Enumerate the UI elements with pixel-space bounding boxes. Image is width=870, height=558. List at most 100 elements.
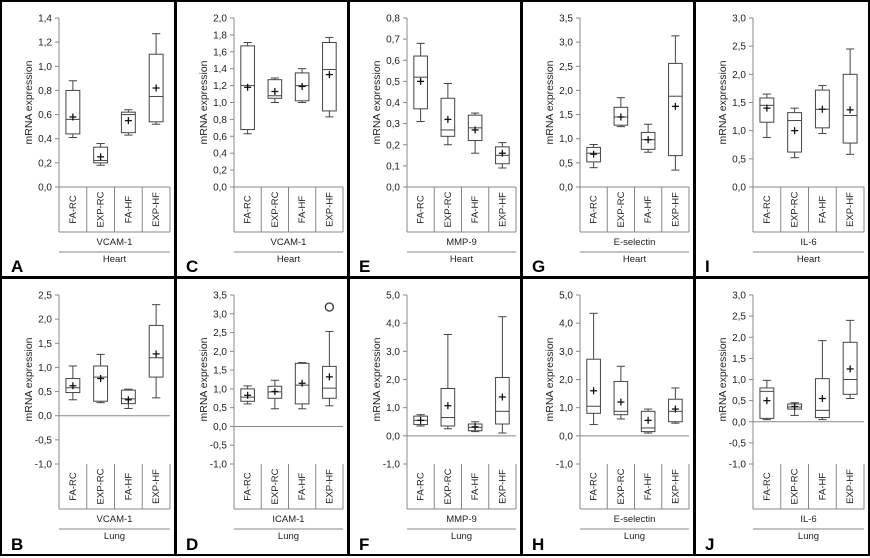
box-exp-rc (613, 365, 629, 420)
y-tick-label: 3,5 (559, 14, 573, 25)
y-tick-label: 0,6 (213, 132, 227, 143)
y-tick-label: 5,0 (386, 291, 400, 302)
category-label: FA-RC (243, 472, 254, 501)
y-tick-label: -1,0 (383, 460, 401, 471)
y-tick-label: 0,0 (213, 183, 227, 194)
panel-letter: E (359, 257, 370, 276)
y-tick-label: 1,5 (732, 354, 746, 365)
y-tick-label: 0,2 (213, 166, 227, 177)
chart-svg-d: -1,0 -0,5 0,0 0,5 1,0 1,5 2,0 2,5 3,0 3,5 mRNA exp… (186, 291, 344, 554)
y-tick-label: 3,0 (559, 38, 573, 49)
tissue-label: Lung (104, 531, 125, 542)
gene-label: E-selectin (614, 237, 656, 248)
y-tick-label: 0,3 (386, 119, 400, 130)
gene-label: ICAM-1 (272, 514, 304, 525)
y-tick-label: 0,2 (38, 158, 52, 169)
box-fa-rc (759, 379, 775, 421)
y-axis-title: mRNA expression (23, 337, 35, 421)
iqr-box (65, 89, 81, 135)
box-fa-rc (240, 385, 255, 405)
chart-panel-c: 0,0 0,2 0,4 0,6 0,8 1,0 1,2 1,4 1,6 1,8 2,0 mRNA ex… (175, 0, 349, 278)
y-tick-label: 2,5 (559, 62, 573, 73)
category-label: EXP-HF (324, 469, 335, 504)
y-tick-label: 1,2 (213, 81, 227, 92)
y-tick-label: 0,8 (38, 86, 52, 97)
y-tick-label: 1,2 (38, 38, 52, 49)
tissue-label: Lung (451, 531, 472, 542)
y-tick-label: 2,0 (386, 375, 400, 386)
y-tick-label: -0,5 (210, 441, 228, 452)
iqr-box (93, 365, 109, 402)
category-label: EXP-HF (845, 192, 856, 227)
panel-letter: F (359, 535, 369, 554)
chart-panel-g: 0,0 0,5 1,0 1,5 2,0 2,5 3,0 3,5 mRNA expression F… (521, 0, 695, 278)
box-fa-hf (640, 408, 656, 434)
gene-label: E-selectin (614, 514, 656, 525)
panel-letter: A (11, 257, 23, 276)
box-exp-rc (93, 353, 109, 404)
y-tick-label: 1,4 (213, 64, 227, 75)
panel-letter: B (11, 535, 23, 554)
box-fa-rc (413, 42, 428, 123)
category-label: EXP-RC (96, 191, 107, 227)
chart-panel-d: -1,0 -0,5 0,0 0,5 1,0 1,5 2,0 2,5 3,0 3,5 mRNA exp… (175, 277, 349, 556)
box-fa-hf (467, 421, 483, 433)
y-tick-label: 0,6 (386, 56, 400, 67)
category-label: EXP-HF (670, 192, 681, 227)
chart-svg-e: 0,0 0,1 0,2 0,3 0,4 0,5 0,6 0,7 0,8 mRNA expressi… (359, 14, 517, 276)
chart-svg-f: -1,0 0,0 1,0 2,0 3,0 4,0 5,0 mRNA expression FA-… (359, 291, 517, 554)
y-tick-label: 1,0 (732, 375, 746, 386)
y-tick-label: 2,0 (213, 14, 227, 25)
y-axis-title: mRNA expression (717, 337, 729, 421)
y-tick-label: 5,0 (559, 291, 573, 302)
category-label: EXP-RC (790, 468, 801, 504)
category-label: EXP-RC (616, 468, 627, 504)
y-tick-label: -1,0 (35, 460, 53, 471)
category-label: EXP-HF (670, 469, 681, 504)
category-label: EXP-HF (845, 469, 856, 504)
box-fa-rc (65, 365, 81, 401)
y-axis-title: mRNA expression (717, 60, 729, 144)
chart-panel-h: -1,0 0,0 1,0 2,0 3,0 4,0 5,0 mRNA expression FA-… (521, 277, 695, 556)
box-exp-rc (613, 97, 629, 128)
y-tick-label: 0,0 (38, 411, 52, 422)
chart-svg-a: 0,0 0,2 0,4 0,6 0,8 1,0 1,2 1,4 mRNA expression F… (11, 14, 171, 276)
tissue-label: Lung (798, 531, 819, 542)
panel-letter: D (186, 535, 198, 554)
category-label: FA-RC (68, 195, 79, 224)
category-label: FA-HF (470, 473, 481, 501)
category-label: FA-HF (470, 196, 481, 224)
y-axis-title: mRNA expression (544, 60, 556, 144)
y-tick-label: 3,5 (213, 291, 227, 302)
box-exp-rc (267, 77, 283, 103)
box-fa-hf (120, 109, 136, 136)
y-tick-label: 0,0 (38, 183, 52, 194)
box-exp-hf (322, 302, 337, 407)
gene-label: MMP-9 (446, 237, 477, 248)
box-exp-rc (787, 402, 803, 416)
tissue-label: Heart (450, 254, 474, 265)
category-label: FA-HF (643, 473, 654, 501)
y-tick-label: 1,5 (38, 339, 52, 350)
box-fa-hf (814, 85, 830, 134)
category-label: EXP-HF (324, 192, 335, 227)
panel-letter: G (532, 257, 545, 276)
box-fa-rc (759, 93, 775, 138)
y-tick-label: 1,0 (213, 98, 227, 109)
category-label: FA-RC (589, 472, 600, 501)
box-fa-rc (65, 80, 81, 139)
y-axis-title: mRNA expression (198, 337, 210, 421)
y-tick-label: 0,8 (386, 14, 400, 25)
category-label: FA-HF (123, 196, 134, 224)
category-label: EXP-RC (443, 191, 454, 227)
panel-letter: I (705, 257, 710, 276)
y-tick-label: 1,5 (559, 110, 573, 121)
box-fa-rc (240, 42, 255, 135)
y-tick-label: -1,0 (556, 460, 574, 471)
category-label: FA-HF (817, 196, 828, 224)
category-label: FA-HF (817, 473, 828, 501)
y-tick-label: 0,0 (559, 431, 573, 442)
y-tick-label: 3,0 (732, 14, 746, 25)
category-label: FA-HF (123, 473, 134, 501)
gene-label: IL-6 (800, 514, 816, 525)
